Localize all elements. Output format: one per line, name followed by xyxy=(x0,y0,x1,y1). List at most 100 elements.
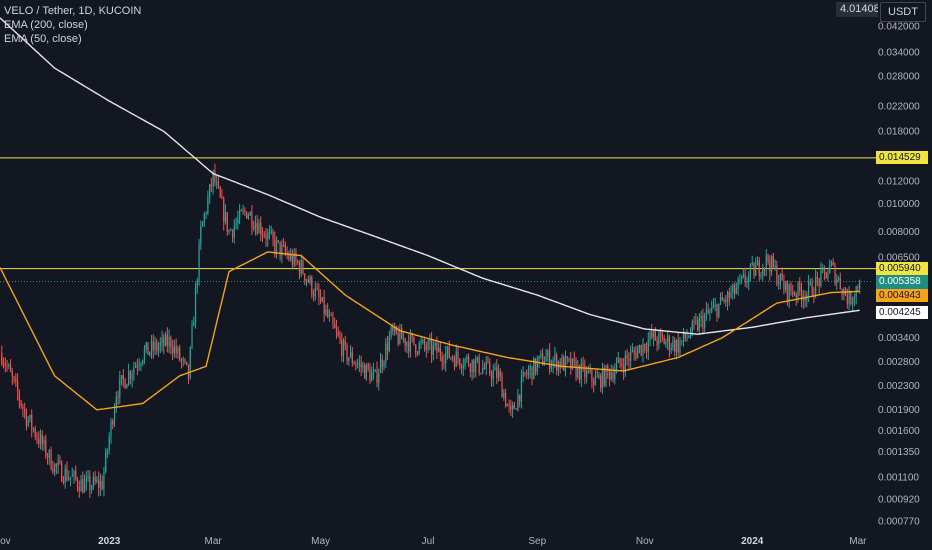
candle-body xyxy=(483,367,486,369)
candle-body xyxy=(172,347,174,354)
ema200-line xyxy=(0,17,860,335)
currency-button[interactable]: USDT xyxy=(880,2,926,22)
candle-body xyxy=(637,349,639,359)
candle-body xyxy=(658,332,660,345)
candle-body xyxy=(494,367,496,371)
candle-body xyxy=(763,267,766,269)
candle-body xyxy=(408,342,410,352)
candle-body xyxy=(307,279,309,283)
candle-body xyxy=(43,439,45,445)
candle-body xyxy=(323,297,325,315)
candle-body xyxy=(547,350,549,357)
y-tick-label: 0.000770 xyxy=(878,517,920,528)
candle-body xyxy=(191,326,193,348)
candle-body xyxy=(434,343,436,346)
candle-body xyxy=(839,278,841,290)
candle-body xyxy=(98,479,100,488)
y-tick-label: 0.003400 xyxy=(878,333,920,344)
candle-body xyxy=(201,221,204,227)
candle-body xyxy=(696,320,699,330)
candle-body xyxy=(594,375,597,385)
candle-body xyxy=(374,369,376,371)
candle-body xyxy=(156,342,158,351)
candle-body xyxy=(837,278,840,280)
candle-body xyxy=(362,365,364,368)
candle-body xyxy=(466,356,468,359)
candles xyxy=(1,163,861,498)
candle-body xyxy=(448,346,450,358)
y-tick-label: 0.012000 xyxy=(878,177,920,188)
candle-body xyxy=(619,358,621,364)
candle-body xyxy=(526,373,528,375)
candle-body xyxy=(485,361,487,369)
candle-body xyxy=(527,370,530,375)
candle-body xyxy=(436,343,438,353)
candle-body xyxy=(610,372,612,379)
candle-body xyxy=(473,359,475,373)
candle-body xyxy=(138,365,140,367)
candle-body xyxy=(460,365,463,369)
candle-body xyxy=(76,478,79,487)
ema200-legend[interactable]: EMA (200, close) xyxy=(4,19,88,31)
candle-body xyxy=(411,334,413,337)
candle-body xyxy=(661,334,663,338)
candle-body xyxy=(517,394,519,410)
candle-body xyxy=(545,356,547,362)
candle-body xyxy=(108,437,110,450)
candle-body xyxy=(730,292,732,298)
candle-body xyxy=(258,222,260,234)
candle-body xyxy=(224,212,227,223)
candle-body xyxy=(607,365,609,371)
candle-body xyxy=(462,365,464,369)
candle-body xyxy=(96,479,98,482)
candle-body xyxy=(820,268,822,286)
candle-body xyxy=(476,356,479,361)
candle-body xyxy=(499,371,501,377)
symbol-title[interactable]: VELO / Tether, 1D, KUCOIN xyxy=(4,5,142,17)
candle-body xyxy=(615,362,618,371)
candle-body xyxy=(427,341,429,350)
candle-body xyxy=(358,362,360,364)
candle-body xyxy=(772,256,774,268)
candle-body xyxy=(566,356,568,359)
candle-body xyxy=(598,375,600,378)
candle-body xyxy=(445,352,447,364)
candle-body xyxy=(57,461,59,467)
x-tick-label: Mar xyxy=(205,536,223,547)
candle-body xyxy=(399,328,401,344)
x-tick-label: Nov xyxy=(636,536,654,547)
candle-body xyxy=(150,341,153,353)
candle-body xyxy=(774,265,776,268)
candle-body xyxy=(38,438,40,444)
candle-body xyxy=(233,226,235,237)
candle-body xyxy=(142,359,144,364)
y-tick-label: 0.008000 xyxy=(878,227,920,238)
candle-body xyxy=(327,309,329,317)
candle-body xyxy=(464,358,466,366)
chart-legend: VELO / Tether, 1D, KUCOIN EMA (200, clos… xyxy=(4,4,141,46)
candle-body xyxy=(630,351,632,361)
candle-body xyxy=(651,332,653,338)
candle-body xyxy=(388,336,390,351)
ema50-legend[interactable]: EMA (50, close) xyxy=(4,33,82,45)
candle-body xyxy=(194,287,197,322)
candle-body xyxy=(441,356,443,363)
candle-body xyxy=(71,475,73,477)
candle-body xyxy=(684,331,686,338)
candle-body xyxy=(164,334,167,346)
y-tick-label: 0.042000 xyxy=(878,21,920,32)
candle-body xyxy=(346,344,348,361)
candle-body xyxy=(559,361,561,369)
candle-body xyxy=(83,481,86,493)
candle-body xyxy=(751,262,753,265)
candle-body xyxy=(159,342,161,347)
candle-body xyxy=(593,380,595,385)
candle-body xyxy=(677,339,679,353)
candle-body xyxy=(277,240,279,242)
candle-body xyxy=(230,230,232,232)
candle-body xyxy=(726,292,729,303)
candle-body xyxy=(15,378,17,382)
candle-body xyxy=(438,347,440,353)
